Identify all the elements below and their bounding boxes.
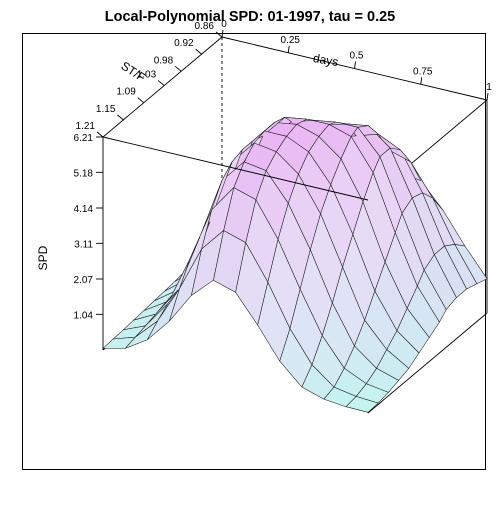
x-tick	[354, 61, 356, 69]
z-tick-label: 2.07	[74, 275, 94, 286]
x-tick-label: 1	[486, 82, 492, 93]
y-tick-label: 1.21	[76, 121, 96, 132]
y-tick	[96, 131, 104, 138]
surface-facet	[102, 336, 136, 349]
y-axis-label: ST/F	[118, 59, 147, 85]
axes: 1.04 2.07 3.11 4.14 5.18 6.21 0 0.25 0.5 0.75 1 0.8…	[74, 19, 493, 321]
y-tick	[195, 48, 202, 55]
y-tick-label: 1.03	[137, 70, 157, 81]
x-tick-label: 0	[221, 19, 227, 30]
y-tick	[117, 114, 124, 121]
y-tick-label: 0.86	[195, 21, 215, 32]
chart-title: Local-Polynomial SPD: 01-1997, tau = 0.2…	[105, 9, 396, 25]
box-front-edge	[102, 36, 223, 138]
z-tick-label: 3.11	[74, 239, 93, 250]
y-tick-label: 1.09	[116, 87, 136, 98]
plot-frame	[22, 33, 486, 470]
x-tick-label: 0.5	[350, 51, 364, 62]
surface-mesh	[102, 117, 488, 413]
x-tick	[420, 77, 423, 85]
x-tick-label: 0.25	[281, 35, 301, 46]
x-tick	[486, 92, 489, 101]
z-tick-label: 6.21	[74, 133, 94, 144]
x-tick	[287, 45, 290, 53]
box-back-edge	[367, 312, 488, 414]
x-axis-label: days	[312, 51, 339, 69]
z-axis-label: SPD	[36, 245, 50, 270]
y-tick-label: 0.92	[174, 38, 194, 49]
z-tick-label: 4.14	[74, 204, 94, 215]
x-tick-label: 0.75	[413, 66, 433, 77]
y-tick	[157, 80, 165, 86]
z-tick-label: 1.04	[74, 310, 94, 321]
y-tick-label: 0.98	[154, 55, 174, 66]
y-tick	[137, 97, 145, 104]
y-tick-label: 1.15	[96, 104, 116, 115]
x-tick	[221, 29, 224, 38]
y-tick	[174, 65, 182, 72]
y-tick	[215, 31, 223, 38]
box-front-edge	[102, 136, 369, 201]
z-tick-label: 5.18	[74, 168, 94, 179]
